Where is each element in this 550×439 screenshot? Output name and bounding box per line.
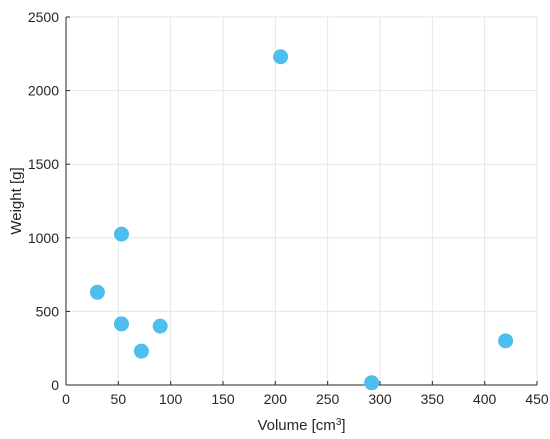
x-tick-label: 100 — [159, 391, 183, 407]
data-point — [152, 318, 168, 334]
axes — [65, 17, 537, 386]
x-tick-label: 50 — [111, 391, 127, 407]
data-point — [113, 226, 129, 242]
x-tick-label: 300 — [368, 391, 392, 407]
data-point — [133, 343, 149, 359]
x-tick-label: 450 — [525, 391, 549, 407]
x-axis-label-base: Volume [cm — [257, 417, 335, 434]
x-tick-label: 400 — [473, 391, 497, 407]
data-point — [498, 333, 514, 349]
data-point — [113, 316, 129, 332]
y-tick-label: 500 — [36, 303, 60, 319]
x-axis-label-end: ] — [341, 417, 345, 434]
y-tick-label: 0 — [51, 377, 59, 393]
y-axis-label: Weight [g] — [8, 167, 25, 234]
x-tick-label: 350 — [421, 391, 445, 407]
x-tick-label: 250 — [316, 391, 340, 407]
y-tick-label: 1500 — [28, 156, 59, 172]
y-ticks: 0 500 1000 1500 2000 2500 — [28, 9, 70, 393]
y-tick-label: 2500 — [28, 9, 59, 25]
x-axis-label-superscript: 3 — [336, 417, 342, 428]
data-point — [89, 284, 105, 300]
x-axis-label: Volume [cm3] — [257, 417, 345, 435]
y-tick-label: 2000 — [28, 83, 59, 99]
data-point — [364, 375, 380, 391]
y-tick-label: 1000 — [28, 230, 59, 246]
x-ticks: 0 50 100 150 200 250 300 350 400 450 — [62, 381, 549, 407]
x-tick-label: 0 — [62, 391, 70, 407]
grid — [65, 16, 538, 386]
x-tick-label: 200 — [264, 391, 288, 407]
x-tick-label: 150 — [211, 391, 235, 407]
data-points — [89, 49, 514, 391]
data-point — [273, 49, 289, 65]
